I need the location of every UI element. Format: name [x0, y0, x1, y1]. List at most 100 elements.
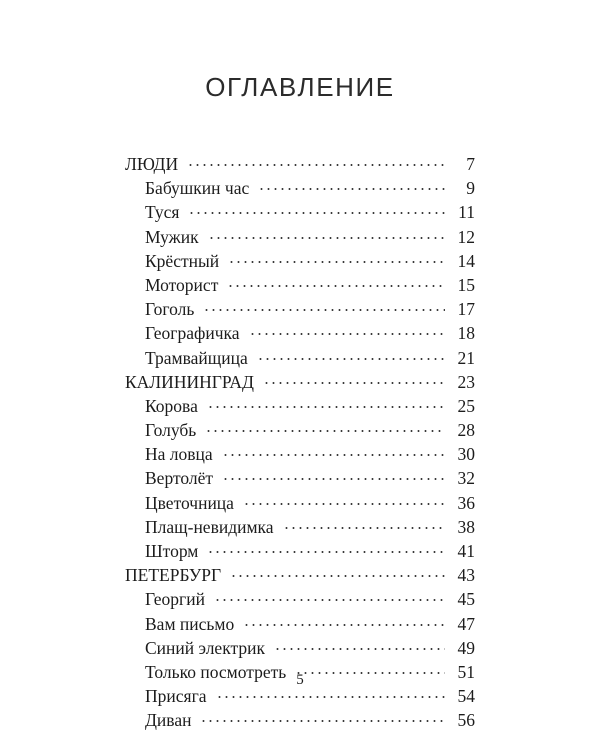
dot-leader: [188, 202, 445, 218]
toc-entry-label: Бабушкин час: [145, 178, 250, 199]
toc-section-row[interactable]: ЛЮДИ 7: [125, 152, 475, 176]
toc-entry-page-number: 9: [466, 178, 475, 199]
toc-entry-row[interactable]: Вертолёт 32: [125, 466, 475, 490]
toc-entry-page-number: 17: [457, 299, 476, 320]
toc-entry-page-number: 25: [457, 395, 476, 416]
toc-entry-row[interactable]: Цветочница 36: [125, 491, 475, 515]
toc-entry-page-number: 12: [457, 226, 476, 247]
toc-section-row[interactable]: КАЛИНИНГРАД 23: [125, 370, 475, 394]
toc-entry-label: Синий электрик: [145, 637, 265, 658]
page-folio-number: 5: [296, 672, 304, 688]
toc-entry-row[interactable]: Мужик 12: [125, 225, 475, 249]
toc-entry-row[interactable]: Вам письмо 47: [125, 612, 475, 636]
toc-entry-row[interactable]: Крёстный 14: [125, 249, 475, 273]
toc-entry-label: Гоголь: [145, 299, 195, 320]
toc-entry-label: Диван: [145, 710, 192, 731]
toc-entry-page-number: 45: [457, 589, 476, 610]
toc-entry-page-number: 21: [457, 347, 476, 368]
toc-entry-label: Туся: [145, 202, 180, 223]
dot-leader: [215, 686, 445, 702]
toc-section-row[interactable]: ПЕТЕРБУРГ 43: [125, 563, 475, 587]
dot-leader: [295, 662, 445, 678]
toc-entry-page-number: 28: [457, 420, 476, 441]
toc-entry-label: ПЕТЕРБУРГ: [125, 565, 222, 586]
toc-entry-label: Корова: [145, 395, 198, 416]
toc-entry-page-number: 30: [457, 444, 476, 465]
toc-entry-label: Только посмотреть: [145, 661, 287, 682]
toc-entry-label: Трамвайщица: [145, 347, 248, 368]
toc-entry-label: Шторм: [145, 541, 199, 561]
page-title: ОГЛАВЛЕНИЕ: [205, 72, 395, 102]
toc-entry-row[interactable]: Диван 56: [125, 708, 475, 732]
toc-entry-row[interactable]: Гоголь 17: [125, 297, 475, 321]
toc-entry-label: Голубь: [145, 420, 197, 441]
toc-entry-page-number: 23: [457, 371, 476, 392]
toc-entry-page-number: 54: [457, 686, 476, 707]
toc-entry-page-number: 15: [457, 274, 476, 295]
toc-entry-page-number: 51: [457, 661, 476, 682]
toc-entry-row[interactable]: Георгий 45: [125, 587, 475, 611]
dot-leader: [273, 638, 445, 654]
toc-entry-label: ЛЮДИ: [125, 154, 179, 174]
toc-entry-row[interactable]: Синий электрик 49: [125, 636, 475, 660]
toc-entry-label: Вертолёт: [145, 468, 214, 489]
toc-entry-label: Мужик: [145, 226, 199, 247]
toc-entry-row[interactable]: Только посмотреть 51: [125, 660, 475, 684]
toc-entry-row[interactable]: На ловца 30: [125, 442, 475, 466]
toc-entry-page-number: 41: [457, 541, 476, 561]
dot-leader: [221, 444, 445, 460]
dot-leader: [203, 299, 445, 315]
dot-leader: [243, 614, 445, 630]
toc-entry-row[interactable]: Плащ-невидимка 38: [125, 515, 475, 539]
dot-leader: [248, 323, 445, 339]
toc-entry-page-number: 43: [457, 565, 476, 586]
toc-entry-row[interactable]: Присяга 54: [125, 684, 475, 708]
dot-leader: [258, 178, 445, 194]
dot-leader: [187, 154, 445, 170]
toc-entry-row[interactable]: Моторист 15: [125, 273, 475, 297]
toc-entry-label: Вам письмо: [145, 613, 235, 634]
dot-leader: [262, 372, 445, 388]
toc-entry-row[interactable]: Шторм 41: [125, 539, 475, 563]
toc-entry-page-number: 32: [457, 468, 476, 489]
toc-entry-page-number: 36: [457, 492, 476, 513]
toc-entry-row[interactable]: Голубь 28: [125, 418, 475, 442]
toc-entry-row[interactable]: Корова 25: [125, 394, 475, 418]
dot-leader: [242, 493, 445, 509]
dot-leader: [207, 541, 445, 557]
toc-entry-label: Крёстный: [145, 250, 220, 271]
toc-entry-page-number: 38: [457, 516, 476, 537]
dot-leader: [227, 275, 445, 291]
dot-leader: [282, 517, 445, 533]
toc-entry-label: КАЛИНИНГРАД: [125, 371, 254, 392]
dot-leader: [206, 396, 445, 412]
toc-entry-row[interactable]: Трамвайщица 21: [125, 346, 475, 370]
toc-entry-row[interactable]: Бабушкин час 9: [125, 176, 475, 200]
toc-entry-page-number: 14: [457, 250, 476, 271]
toc-entry-label: Плащ-невидимка: [145, 516, 274, 537]
toc-entry-label: Моторист: [145, 274, 219, 295]
dot-leader: [230, 565, 445, 581]
toc-entry-page-number: 49: [457, 637, 476, 658]
toc-entry-label: На ловца: [145, 444, 213, 465]
dot-leader: [256, 348, 445, 364]
toc-entry-label: Присяга: [145, 686, 207, 707]
table-of-contents-list: ЛЮДИ 7 Бабушкин час 9 Туся 11 Мужик 12 Крёстный 1…: [125, 152, 475, 733]
dot-leader: [200, 710, 445, 726]
toc-entry-label: Цветочница: [145, 492, 234, 513]
dot-leader: [205, 420, 445, 436]
toc-entry-page-number: 7: [466, 154, 475, 174]
toc-entry-page-number: 47: [457, 613, 476, 634]
toc-entry-row[interactable]: Туся 11: [125, 200, 475, 224]
toc-entry-label: Георгий: [145, 589, 205, 610]
dot-leader: [222, 468, 445, 484]
toc-entry-page-number: 11: [458, 202, 475, 223]
toc-entry-row[interactable]: Географичка 18: [125, 321, 475, 345]
dot-leader: [213, 589, 445, 605]
toc-entry-page-number: 56: [457, 710, 476, 731]
dot-leader: [228, 251, 445, 267]
toc-entry-page-number: 18: [457, 323, 476, 344]
dot-leader: [207, 227, 445, 243]
toc-entry-label: Географичка: [145, 323, 240, 344]
